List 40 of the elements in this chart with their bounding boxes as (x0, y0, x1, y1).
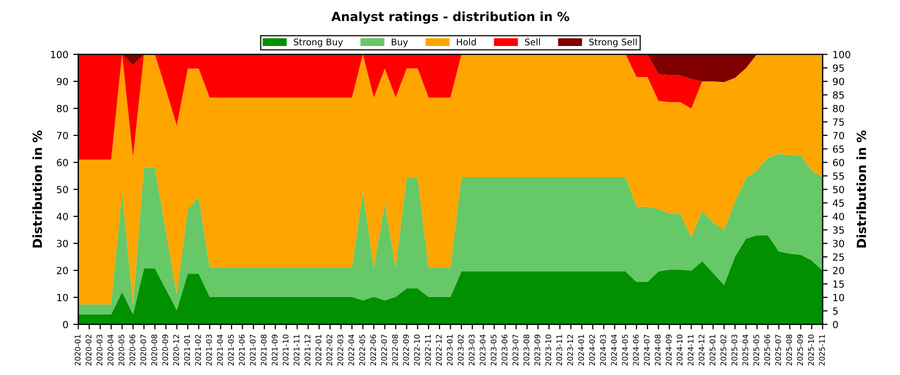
legend-label: Strong Sell (589, 38, 637, 48)
y-axis-title: Distribution in % (32, 130, 42, 248)
y2-tick-label: 10 (833, 294, 844, 302)
y2-tick-label: 65 (833, 145, 844, 153)
chart-title: Analyst ratings - distribution in % (331, 12, 570, 24)
y2-tick-label: 5 (833, 307, 838, 315)
y2-tick-label: 15 (833, 280, 844, 288)
y2-tick-label: 25 (833, 253, 844, 261)
y2-tick-label: 75 (833, 118, 844, 126)
y2-tick-label: 95 (832, 64, 844, 72)
y-tick-label: 10 (57, 294, 68, 302)
y2-tick-label: 100 (833, 50, 850, 58)
y-tick-label: 50 (56, 186, 68, 194)
y-tick-label: 20 (56, 266, 68, 274)
y2-tick-label: 0 (832, 320, 838, 328)
legend-label: Strong Buy (294, 38, 343, 48)
y2-tick-label: 55 (833, 172, 844, 180)
y2-tick-label: 50 (833, 186, 844, 194)
legend-label: Sell (525, 38, 540, 46)
y2-axis-title: Distribution in % (856, 130, 866, 248)
y2-tick-label: 70 (833, 132, 844, 140)
y2-tick-label: 30 (833, 240, 844, 248)
y2-tick-label: 85 (832, 91, 844, 99)
y2-tick-label: 90 (832, 78, 844, 86)
y-tick-label: 100 (51, 50, 68, 58)
y-tick-label: 40 (56, 212, 68, 220)
legend-label: Hold (456, 38, 476, 46)
y2-tick-label: 20 (833, 266, 844, 274)
y-tick-label: 70 (57, 132, 68, 140)
y-tick-label: 60 (56, 158, 68, 166)
y2-tick-label: 35 (833, 226, 844, 234)
y-tick-label: 80 (56, 104, 68, 112)
y2-tick-label: 80 (832, 104, 844, 112)
y-tick-label: 90 (56, 78, 68, 86)
y2-tick-label: 45 (832, 199, 844, 207)
y2-tick-label: 40 (832, 212, 844, 220)
y2-tick-label: 60 (833, 158, 844, 166)
y-tick-label: 0 (63, 320, 68, 328)
y-tick-label: 30 (56, 240, 68, 248)
legend-label: Buy (392, 38, 408, 48)
